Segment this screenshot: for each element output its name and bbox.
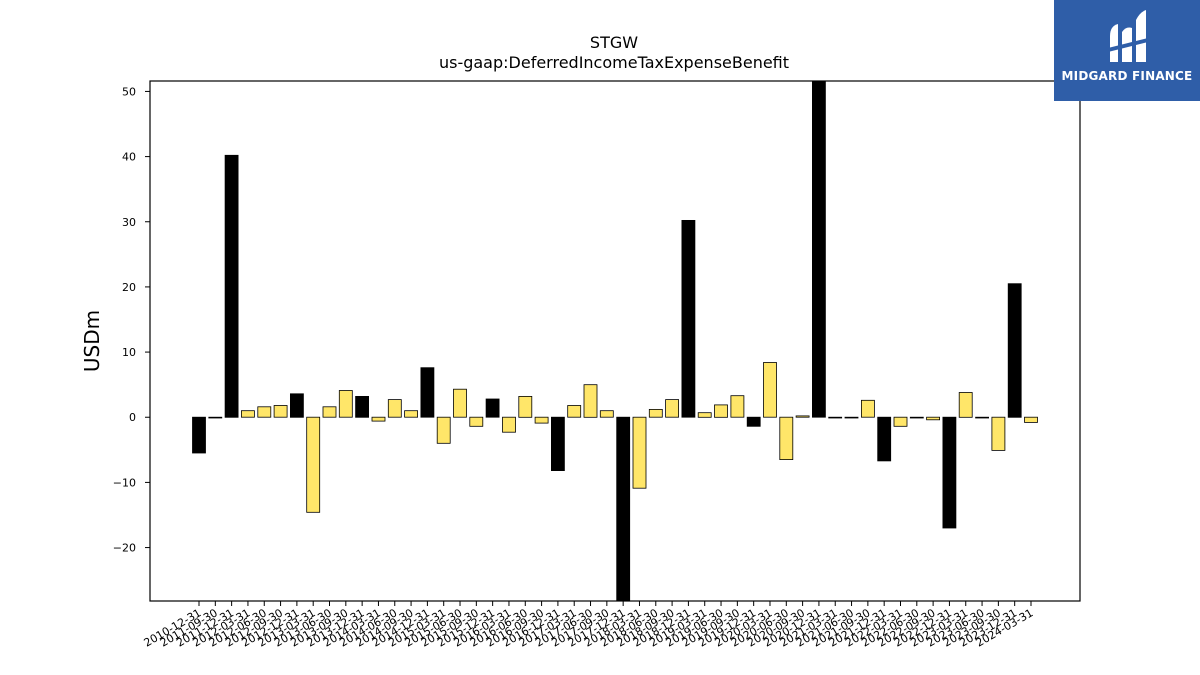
y-tick-label: −10 <box>113 476 136 489</box>
bar-2018-12-31 <box>681 219 696 418</box>
bar-2011-12-31 <box>224 154 239 418</box>
bar-2015-06-30 <box>453 388 467 418</box>
bar-2020-09-30 <box>795 415 810 418</box>
bar-2016-09-30 <box>534 416 549 424</box>
bar-2013-12-31 <box>355 395 370 418</box>
bar-2013-03-31 <box>306 416 321 513</box>
bar-2023-12-31 <box>1007 283 1022 418</box>
bar-2010-12-31 <box>192 416 206 454</box>
brand-name: MIDGARD FINANCE <box>1061 69 1193 83</box>
bar-2022-06-30 <box>909 416 924 419</box>
bar-2018-06-30 <box>648 408 663 418</box>
y-tick-label: 10 <box>122 346 136 359</box>
bar-2020-12-31 <box>812 80 826 418</box>
bar-2022-03-31 <box>893 416 908 427</box>
bar-2024-03-31 <box>1024 416 1038 423</box>
bar-2014-12-31 <box>420 367 435 418</box>
midgard-logo-icon <box>1108 10 1148 62</box>
bar-2017-12-31 <box>616 416 631 602</box>
y-tick-label: 40 <box>122 151 136 164</box>
bar-2015-09-30 <box>469 416 484 427</box>
bar-2014-03-31 <box>371 416 386 422</box>
plot-frame <box>149 80 1081 602</box>
bar-2019-09-30 <box>730 395 745 418</box>
bar-2018-03-31 <box>632 416 647 489</box>
bar-2015-03-31 <box>436 416 451 444</box>
bar-2012-12-31 <box>289 393 304 418</box>
bar-2020-03-31 <box>763 362 777 418</box>
bar-2014-06-30 <box>387 399 402 418</box>
bar-2014-09-30 <box>404 410 419 418</box>
bar-2015-12-31 <box>485 398 500 418</box>
bar-2023-03-31 <box>958 392 973 418</box>
bar-2020-06-30 <box>779 416 794 461</box>
y-tick-label: −20 <box>113 542 136 555</box>
y-tick-label: 20 <box>122 281 136 294</box>
bar-2012-03-31 <box>240 410 255 418</box>
chart-subtitle: us-gaap:DeferredIncomeTaxExpenseBenefit <box>439 53 789 72</box>
y-axis-label: USDm <box>80 310 104 372</box>
y-axis: −20 −10 0 10 20 30 40 50 <box>113 85 150 555</box>
chart-title: STGW <box>590 33 638 52</box>
y-tick-label: 30 <box>122 216 136 229</box>
bar-2018-09-30 <box>665 399 679 418</box>
bar-2021-03-31 <box>828 416 843 419</box>
bar-2016-12-31 <box>551 416 565 472</box>
bar-2012-06-30 <box>257 406 272 418</box>
bar-2016-03-31 <box>502 416 516 433</box>
bars-group <box>192 80 1038 602</box>
bar-2013-09-30 <box>338 390 353 418</box>
bar-2017-06-30 <box>583 384 598 418</box>
y-tick-label: 0 <box>129 411 136 424</box>
bar-2016-06-30 <box>518 395 533 418</box>
bar-2019-06-30 <box>714 404 728 418</box>
bar-2023-09-30 <box>991 416 1006 451</box>
bar-2021-09-30 <box>861 399 875 418</box>
bar-2021-12-31 <box>877 416 892 462</box>
y-tick-label: 50 <box>122 85 136 98</box>
bar-2023-06-30 <box>975 416 989 419</box>
bar-2012-09-30 <box>273 405 288 418</box>
x-axis: 2010-12-312011-09-302011-12-312012-03-31… <box>142 601 1036 650</box>
bar-2017-09-30 <box>599 410 614 418</box>
brand-logo: MIDGARD FINANCE <box>1054 0 1200 101</box>
bar-2019-12-31 <box>746 416 761 427</box>
bar-2011-09-30 <box>208 416 223 419</box>
bar-2017-03-31 <box>567 405 582 418</box>
bar-2013-06-30 <box>322 406 337 418</box>
bar-2022-09-30 <box>926 416 940 421</box>
bar-2021-06-30 <box>844 416 859 419</box>
bar-2022-12-31 <box>942 416 957 529</box>
bar-2019-03-31 <box>697 412 712 418</box>
